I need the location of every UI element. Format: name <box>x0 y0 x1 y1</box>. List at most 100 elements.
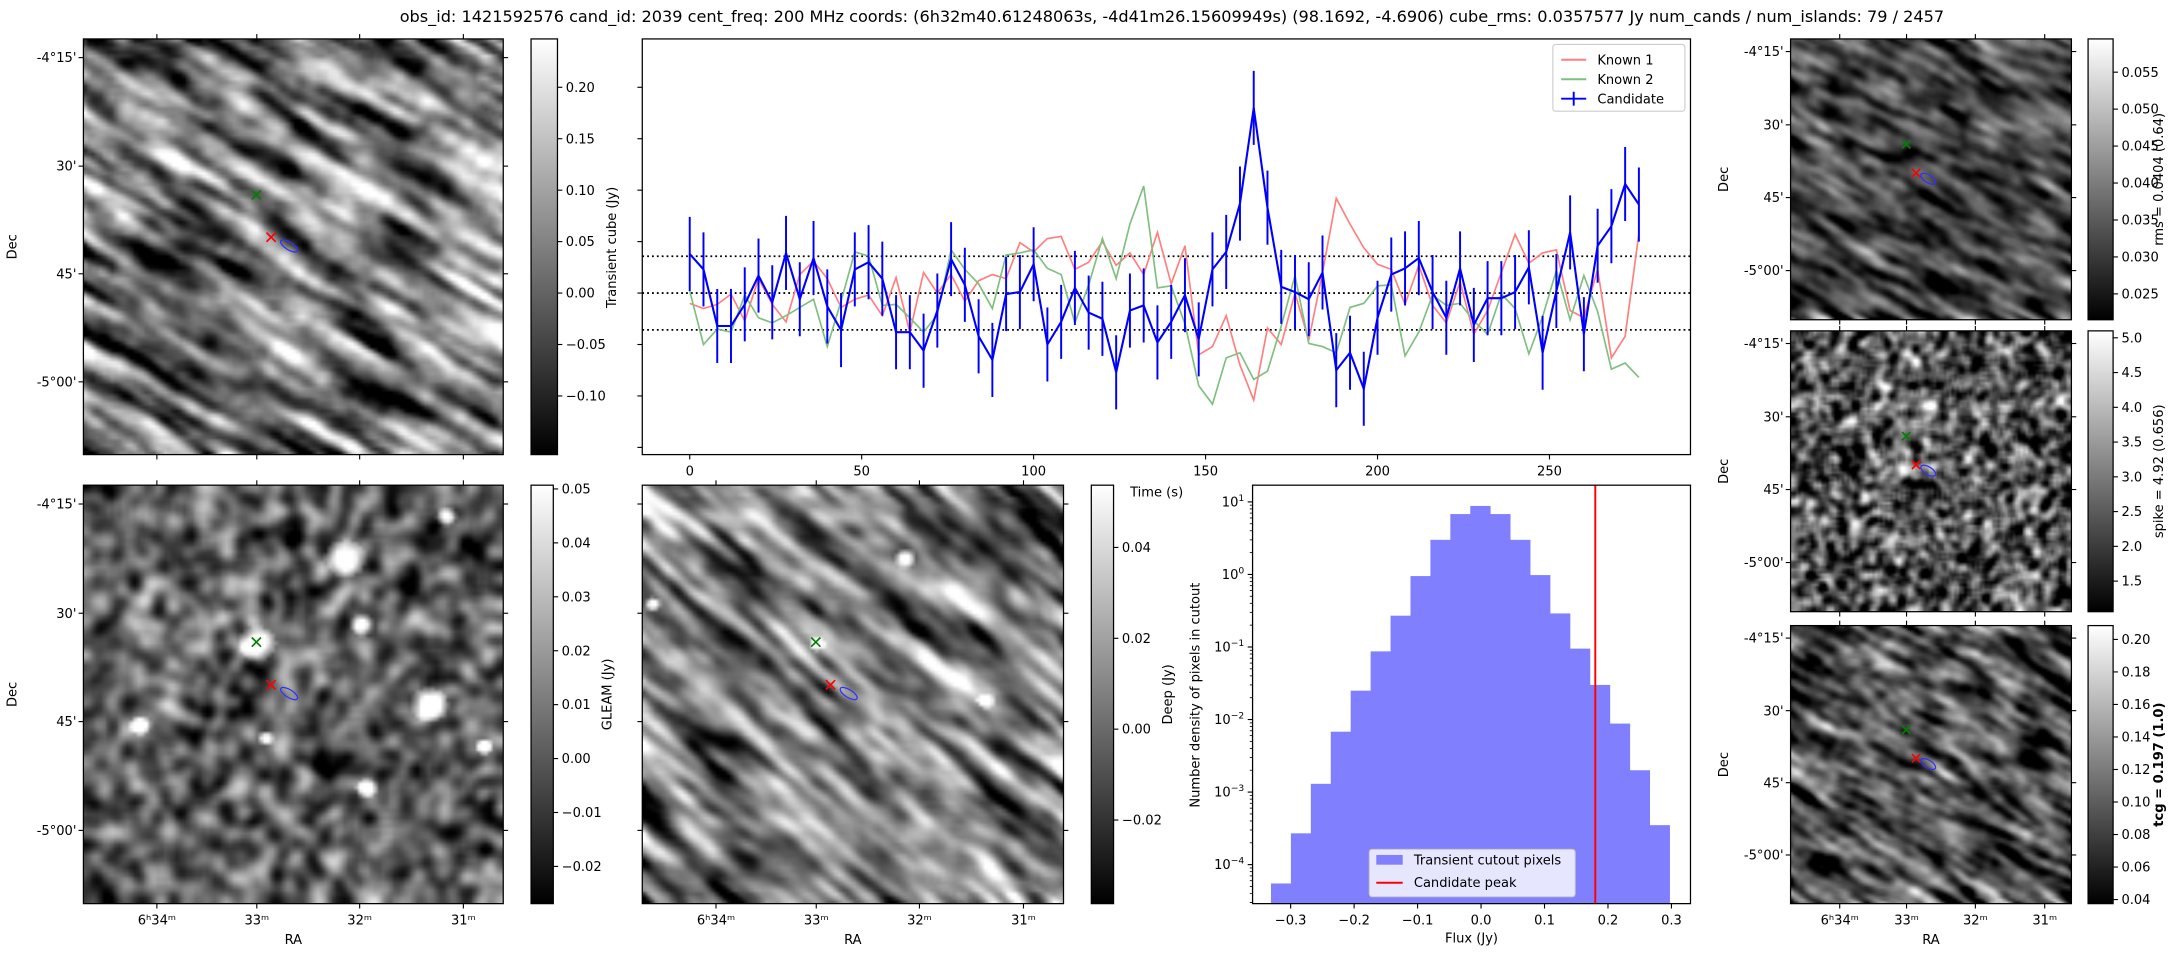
tick-base: 10 <box>1222 495 1239 510</box>
colorbar-tick-label: 0.00 <box>1122 723 1151 738</box>
marker-stroke <box>1911 460 1921 470</box>
colorbar-label: spike = 4.92 (0.656) <box>2152 404 2167 538</box>
lightcurve-frame <box>641 38 1692 456</box>
colorbar-tick-label: 0.045 <box>2121 140 2158 155</box>
x-tick-label: −0.3 <box>1275 913 1307 928</box>
ra-tick-label: 33ᵐ <box>1894 913 1919 928</box>
colorbar-tick-label: 0.00 <box>562 752 591 767</box>
dec-tick-label: -5°00' <box>1744 556 1784 571</box>
sky-panel-transient: -4°15' 30' 45' -5°00' Dec −0.10 −0.05 0.00 0.05 0… <box>6 34 606 460</box>
y-tick-label: 10−2 <box>1214 711 1244 729</box>
dec-tick-label: 45' <box>1763 776 1783 791</box>
y-axis-label: Number density of pixels in cutout <box>1189 583 1204 808</box>
dec-tick-label: -4°15' <box>1744 337 1784 352</box>
marker-stroke <box>251 636 262 648</box>
dec-tick-label: -5°00' <box>1744 264 1784 279</box>
marker-stroke <box>251 189 262 200</box>
histogram-bar <box>1370 651 1391 904</box>
dec-axis-label: Dec <box>1717 459 1732 484</box>
sky-panels: -4°15' 30' 45' -5°00' Dec −0.10−0.050.000.050… <box>6 34 2167 948</box>
marker-stroke <box>265 679 277 690</box>
ra-tick-label: 31ᵐ <box>1011 913 1036 928</box>
colorbar-tick-label: 0.02 <box>1122 632 1151 647</box>
histogram-bar <box>1310 783 1332 904</box>
tick-base: 10 <box>1214 713 1231 728</box>
transient-colorbar: −0.10 −0.05 0.00 0.05 0.10 0.15 0.20 <box>530 38 606 456</box>
marker-stroke <box>1901 139 1912 149</box>
sky-panel-tcg: 6ʰ34ᵐ 33ᵐ 32ᵐ 31ᵐ -4°15' 30' 45' -5°00' RA Dec 0.0… <box>1717 620 2167 948</box>
colorbar-label: Deep (Jy) <box>1161 664 1176 724</box>
ra-tick-label: 32ᵐ <box>1963 913 1988 928</box>
sky-panel-deep: 6ʰ34ᵐ 33ᵐ 32ᵐ 31ᵐ RA −0.02 0.00 0.02 0.04 Deep (J… <box>637 480 1176 948</box>
tick-base: 10 <box>1214 858 1231 873</box>
dec-axis-label: Dec <box>6 234 21 259</box>
colorbar-tick-label: 0.04 <box>1122 541 1151 556</box>
candidate-position-marker-icon <box>1911 460 1921 470</box>
legend-label: Candidate <box>1597 92 1664 107</box>
panel-frame <box>82 38 504 456</box>
dec-tick-label: 30' <box>56 160 76 175</box>
spike-image <box>1790 330 2072 612</box>
dec-tick-label: 45' <box>56 715 76 730</box>
series-known-2 <box>688 185 1640 407</box>
colorbar-bar <box>2087 624 2114 905</box>
dec-tick-label: 45' <box>56 267 76 282</box>
dec-axis-label: Dec <box>1717 752 1732 777</box>
dec-tick-label: 45' <box>1763 191 1783 206</box>
colorbar-tick-label: 0.00 <box>566 287 595 302</box>
dec-tick-label: -4°15' <box>1744 45 1784 60</box>
dec-tick-label: -5°00' <box>1744 849 1784 864</box>
tick-exponent: −4 <box>1231 856 1245 867</box>
x-tick-label: 0.1 <box>1534 913 1555 928</box>
histogram-bar <box>1330 731 1352 904</box>
marker-stroke <box>265 232 277 243</box>
legend-label: Known 2 <box>1597 73 1653 88</box>
colorbar-label: tcg = 0.197 (1.0) <box>2152 703 2167 827</box>
tick-exponent: 0 <box>1238 565 1244 576</box>
dec-tick-label: 45' <box>1763 483 1783 498</box>
legend-frame <box>1552 43 1686 112</box>
ra-tick-label: 32ᵐ <box>347 913 372 928</box>
panel-frame <box>641 484 1065 905</box>
dec-tick-label: -4°15' <box>1744 632 1784 647</box>
known-source-marker-icon <box>1901 725 1912 735</box>
transient-image <box>83 38 504 455</box>
lightcurve-chart: 0 50 100 150 200 250 Time (s) Transient cube (J… <box>605 38 1692 500</box>
tcg-image <box>1790 625 2072 904</box>
candidate-position-marker-icon <box>265 679 277 690</box>
colorbar-tick-label: 0.06 <box>2121 861 2150 876</box>
legend-label: Candidate peak <box>1414 876 1517 891</box>
x-axis-label: Time (s) <box>1129 485 1183 500</box>
dec-tick-label: 30' <box>56 607 76 622</box>
colorbar-tick-label: 0.030 <box>2121 251 2158 266</box>
colorbar-label: GLEAM (Jy) <box>601 659 616 731</box>
known-source-marker-icon <box>1901 431 1912 441</box>
known-source-marker-icon <box>251 189 262 200</box>
colorbar-tick-label: 0.040 <box>2121 177 2158 192</box>
histogram-bar <box>1549 613 1571 904</box>
colorbar-tick-label: 0.14 <box>2121 731 2150 746</box>
histogram-bar <box>1450 514 1471 904</box>
candidate-position-marker-icon <box>1911 168 1921 178</box>
histogram-bar <box>1350 690 1372 904</box>
colorbar-tick-label: 3.0 <box>2121 470 2142 485</box>
series-candidate <box>688 70 1640 426</box>
ra-tick-label: 33ᵐ <box>804 913 829 928</box>
x-tick-label: 250 <box>1537 464 1562 479</box>
marker-stroke <box>810 636 821 648</box>
spike-colorbar: 1.5 2.0 2.5 3.0 3.5 4.0 4.5 5.0 spike = 4.92 (0.… <box>2087 330 2167 613</box>
colorbar-tick-label: −0.02 <box>562 860 602 875</box>
marker-stroke <box>1901 725 1912 735</box>
colorbar-bar <box>530 484 554 905</box>
colorbar-tick-label: 0.10 <box>566 184 595 199</box>
colorbar-tick-label: 0.05 <box>562 483 591 498</box>
colorbar-tick-label: 0.03 <box>562 590 591 605</box>
ra-axis-label: RA <box>1922 933 1940 948</box>
x-tick-label: −0.2 <box>1338 913 1370 928</box>
y-axis-label: Transient cube (Jy) <box>605 187 620 309</box>
tick-exponent: 1 <box>1238 493 1244 504</box>
lightcurve-legend: Known 1 Known 2 Candidate <box>1552 43 1686 112</box>
candidate-island-contour <box>1920 757 1937 771</box>
